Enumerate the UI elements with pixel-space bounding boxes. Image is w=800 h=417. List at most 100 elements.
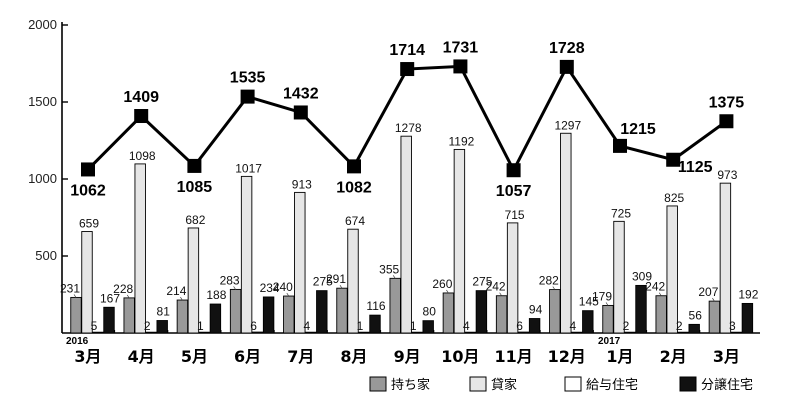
value-label-bunjo-jutaku: 309 — [632, 269, 652, 283]
leader-line — [658, 292, 662, 296]
legend: 持ち家 貸家 給与住宅 分譲住宅 — [369, 376, 753, 393]
value-label-kashiya: 1192 — [448, 134, 474, 148]
value-label-mochiie: 240 — [273, 280, 293, 294]
value-label-bunjo-jutaku: 275 — [313, 275, 333, 289]
total-value-label: 1125 — [678, 159, 713, 176]
total-line-marker — [240, 89, 255, 104]
bar-mochiie — [708, 300, 721, 334]
value-label-kashiya: 659 — [79, 217, 99, 231]
bar-kyuyo-jutaku — [624, 331, 636, 334]
bar-kyuyo-jutaku — [145, 331, 157, 334]
total-value-label: 1731 — [443, 39, 479, 56]
value-label-bunjo-jutaku: 192 — [738, 287, 758, 301]
value-label-kyuyo-jutaku: 3 — [729, 319, 736, 333]
bar-bunjo-jutaku — [582, 310, 594, 334]
legend-swatch — [469, 376, 487, 392]
bar-kashiya — [560, 132, 572, 334]
value-label-mochiie: 242 — [645, 280, 665, 294]
value-label-mochiie: 207 — [698, 285, 718, 299]
x-tick-label: 12月 — [548, 347, 586, 366]
value-label-kyuyo-jutaku: 1 — [410, 319, 417, 333]
total-value-label: 1375 — [709, 94, 745, 111]
value-label-bunjo-jutaku: 167 — [100, 291, 120, 305]
bar-kashiya — [453, 148, 466, 334]
bar-mochiie — [70, 296, 82, 334]
total-line-marker — [81, 162, 95, 177]
legend-label: 貸家 — [491, 377, 517, 393]
total-line-marker — [187, 158, 202, 173]
bar-kashiya — [613, 220, 625, 334]
total-line-marker — [134, 109, 149, 124]
total-line-marker — [347, 159, 361, 174]
leader-line — [392, 275, 396, 279]
total-value-label: 1082 — [336, 179, 372, 196]
bar-bunjo-jutaku — [369, 314, 381, 334]
legend-swatch — [369, 376, 387, 392]
total-line-marker — [506, 163, 521, 178]
value-label-mochiie: 228 — [113, 282, 133, 296]
value-label-mochiie: 355 — [379, 262, 399, 276]
leader-line — [446, 289, 449, 294]
value-label-mochiie: 231 — [60, 281, 80, 295]
y-tick-label: 500 — [35, 248, 57, 263]
x-tick-label: 9月 — [394, 347, 421, 366]
bar-bunjo-jutaku — [475, 290, 488, 334]
bar-kyuyo-jutaku — [411, 331, 423, 334]
leader-line — [339, 284, 343, 289]
value-label-bunjo-jutaku: 94 — [529, 303, 543, 317]
total-line-marker — [666, 152, 681, 167]
bar-kashiya — [347, 228, 359, 334]
bar-mochiie — [283, 295, 295, 334]
value-label-kyuyo-jutaku: 1 — [357, 319, 364, 333]
bars — [70, 132, 754, 334]
bar-mochiie — [655, 295, 667, 334]
value-label-kashiya: 913 — [292, 177, 312, 191]
bar-bunjo-jutaku — [209, 303, 222, 334]
bar-kyuyo-jutaku — [198, 331, 211, 334]
y-tick-label: 1000 — [28, 171, 57, 186]
value-label-kyuyo-jutaku: 6 — [516, 319, 523, 333]
bar-bunjo-jutaku — [741, 302, 754, 334]
bar-bunjo-jutaku — [316, 290, 328, 334]
x-tick-label: 7月 — [287, 347, 314, 366]
value-label-mochiie: 214 — [166, 284, 186, 298]
bar-bunjo-jutaku — [262, 296, 275, 334]
legend-swatch — [564, 376, 582, 392]
bar-mochiie — [442, 292, 455, 334]
total-line — [81, 59, 734, 178]
bar-kashiya — [294, 191, 306, 334]
total-line-marker — [613, 138, 627, 153]
total-value-label: 1085 — [177, 179, 213, 196]
value-label-kyuyo-jutaku: 6 — [250, 319, 257, 333]
bar-kyuyo-jutaku — [92, 331, 104, 334]
value-label-bunjo-jutaku: 234 — [260, 281, 280, 295]
value-label-bunjo-jutaku: 56 — [689, 308, 703, 322]
value-label-kashiya: 1297 — [554, 118, 581, 132]
total-value-label: 1535 — [230, 70, 266, 87]
bar-kyuyo-jutaku — [464, 331, 477, 334]
year-label: 2017 — [598, 336, 621, 347]
year-label: 2016 — [66, 336, 89, 347]
value-label-kyuyo-jutaku: 4 — [303, 319, 310, 333]
total-value-label: 1215 — [620, 121, 656, 138]
bar-kashiya — [240, 175, 253, 334]
total-line-marker — [400, 62, 415, 77]
total-line-marker — [559, 59, 574, 74]
x-tick-label: 8月 — [340, 347, 367, 366]
y-tick-label: 2000 — [28, 17, 57, 32]
legend-label: 持ち家 — [391, 377, 430, 393]
value-label-bunjo-jutaku: 80 — [423, 305, 437, 319]
total-value-label: 1714 — [389, 42, 425, 59]
bar-bunjo-jutaku — [103, 306, 115, 334]
x-tick-label: 3月 — [713, 347, 740, 366]
x-tick-label: 11月 — [494, 347, 532, 366]
x-tick-label: 3月 — [74, 347, 101, 366]
legend-swatch — [679, 376, 697, 392]
x-tick-label: 5月 — [181, 347, 208, 366]
bar-kyuyo-jutaku — [517, 331, 530, 334]
total-value-label: 1409 — [123, 89, 159, 106]
bar-bunjo-jutaku — [635, 284, 647, 334]
leader-line — [286, 292, 290, 297]
